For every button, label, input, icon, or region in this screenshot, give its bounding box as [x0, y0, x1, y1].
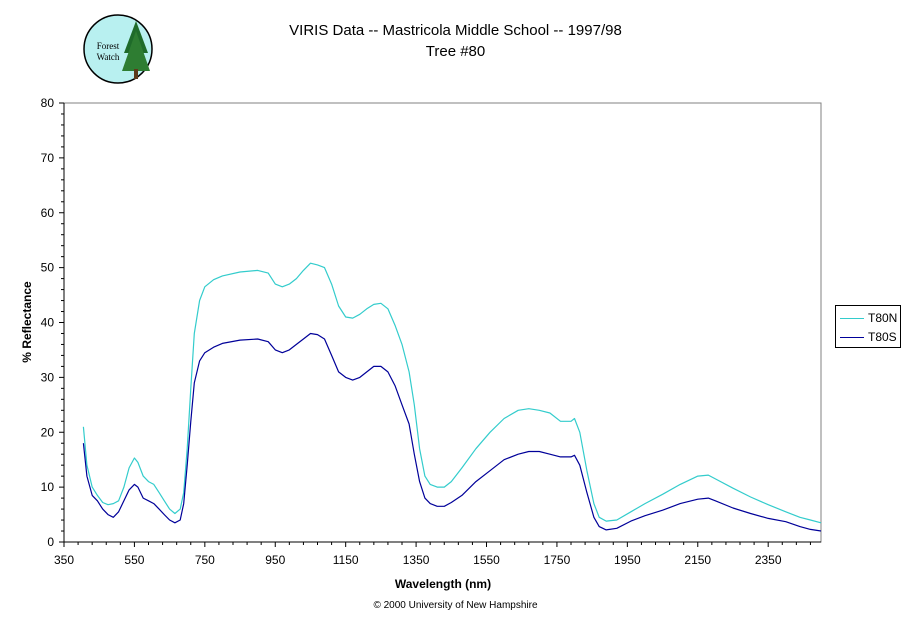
legend-item-t80s: T80S — [840, 330, 897, 344]
forest-watch-logo: Forest Watch — [83, 14, 153, 84]
tree-icon — [122, 21, 150, 79]
series-line-t80n — [82, 262, 822, 524]
chart-subtitle: Tree #80 — [425, 43, 486, 60]
y-tick-label: 30 — [41, 370, 55, 384]
x-tick-label: 2150 — [684, 553, 711, 567]
chart-series — [82, 262, 822, 532]
plot-area — [63, 102, 822, 543]
y-tick-label: 0 — [47, 535, 54, 549]
series-line-t80s — [82, 332, 822, 532]
y-tick-label: 80 — [41, 96, 55, 110]
y-tick-label: 20 — [41, 425, 55, 439]
legend-label-t80n: T80N — [868, 311, 898, 325]
x-tick-label: 550 — [124, 553, 144, 567]
y-axis-ticks: 0 10 20 30 40 50 60 70 80 — [41, 96, 64, 549]
x-tick-label: 1550 — [473, 553, 500, 567]
y-tick-label: 70 — [41, 151, 55, 165]
x-tick-label: 2350 — [755, 553, 782, 567]
x-tick-label: 1950 — [614, 553, 641, 567]
x-tick-label: 1750 — [544, 553, 571, 567]
x-tick-label: 950 — [265, 553, 285, 567]
legend-item-t80n: T80N — [840, 311, 897, 325]
chart-legend: T80N T80S — [835, 305, 901, 348]
x-tick-label: 1350 — [403, 553, 430, 567]
logo-text-watch: Watch — [97, 52, 120, 62]
legend-swatch-t80n — [840, 317, 864, 319]
y-tick-label: 40 — [41, 316, 55, 330]
x-tick-label: 750 — [195, 553, 215, 567]
x-tick-label: 1150 — [333, 553, 359, 567]
chart-axes — [63, 102, 822, 543]
chart-title: VIRIS Data -- Mastricola Middle School -… — [289, 22, 622, 39]
x-axis-ticks: 350 550 750 950 1150 1350 1550 1750 1950 2150 2350 — [54, 542, 811, 567]
legend-swatch-t80s — [840, 336, 864, 338]
y-axis-label: % Reflectance — [20, 281, 34, 363]
x-tick-label: 350 — [54, 553, 74, 567]
copyright-text: © 2000 University of New Hampshire — [373, 600, 538, 611]
x-axis-label: Wavelength (nm) — [395, 577, 491, 591]
logo-text-forest: Forest — [97, 41, 120, 51]
y-tick-label: 50 — [41, 261, 55, 275]
y-tick-label: 60 — [41, 206, 55, 220]
y-tick-label: 10 — [41, 480, 55, 494]
legend-label-t80s: T80S — [868, 330, 897, 344]
